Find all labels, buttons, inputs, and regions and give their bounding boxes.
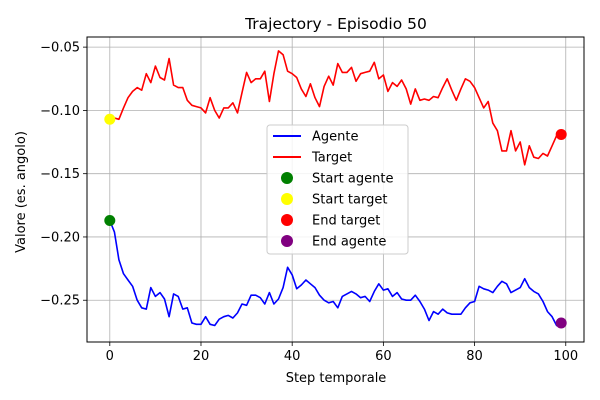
x-tick-label: 60 [375, 349, 392, 364]
y-tick-label: −0.25 [40, 294, 80, 309]
y-tick-label: −0.05 [40, 41, 80, 56]
x-tick-label: 100 [553, 349, 578, 364]
legend-swatch-end-agente [281, 235, 293, 247]
marker-end-agente [555, 317, 567, 329]
y-tick-label: −0.20 [40, 230, 80, 245]
chart-title: Trajectory - Episodio 50 [244, 15, 427, 33]
marker-start-agente [104, 215, 116, 227]
x-axis-label: Step temporale [286, 371, 387, 386]
series-line-agente [109, 220, 562, 327]
y-tick-label: −0.15 [40, 167, 80, 182]
legend-label-end-target: End target [312, 214, 380, 229]
legend-items: Agente Target Start agente Start target End … [273, 130, 393, 250]
marker-start-target [104, 113, 116, 125]
legend-label-end-agente: End agente [312, 235, 386, 250]
x-tick-label: 40 [284, 349, 301, 364]
legend-swatch-start-target [281, 193, 293, 205]
legend-label-start-target: Start target [312, 193, 387, 208]
marker-end-target [555, 128, 567, 140]
legend-box [266, 124, 409, 255]
x-tick-label: 80 [466, 349, 483, 364]
y-axis-label: Valore (es. angolo) [14, 131, 29, 253]
legend-label-agente: Agente [312, 130, 358, 145]
x-tick-label: 20 [193, 349, 210, 364]
legend: Agente Target Start agente Start target End … [266, 124, 409, 255]
legend-label-start-agente: Start agente [312, 172, 393, 187]
legend-swatch-start-agente [281, 172, 293, 184]
series-line-target [109, 50, 562, 166]
y-tick-label: −0.10 [40, 104, 80, 119]
series-group [109, 50, 562, 327]
markers-group [104, 113, 567, 329]
legend-label-target: Target [311, 151, 352, 166]
plot-frame [86, 36, 585, 343]
legend-swatch-end-target [281, 214, 293, 226]
x-tick-label: 0 [106, 349, 114, 364]
axis-ticks: 0 20 40 60 80 100 −0.25 −0.20 −0.15 −0.10 −0.05 [40, 41, 578, 364]
